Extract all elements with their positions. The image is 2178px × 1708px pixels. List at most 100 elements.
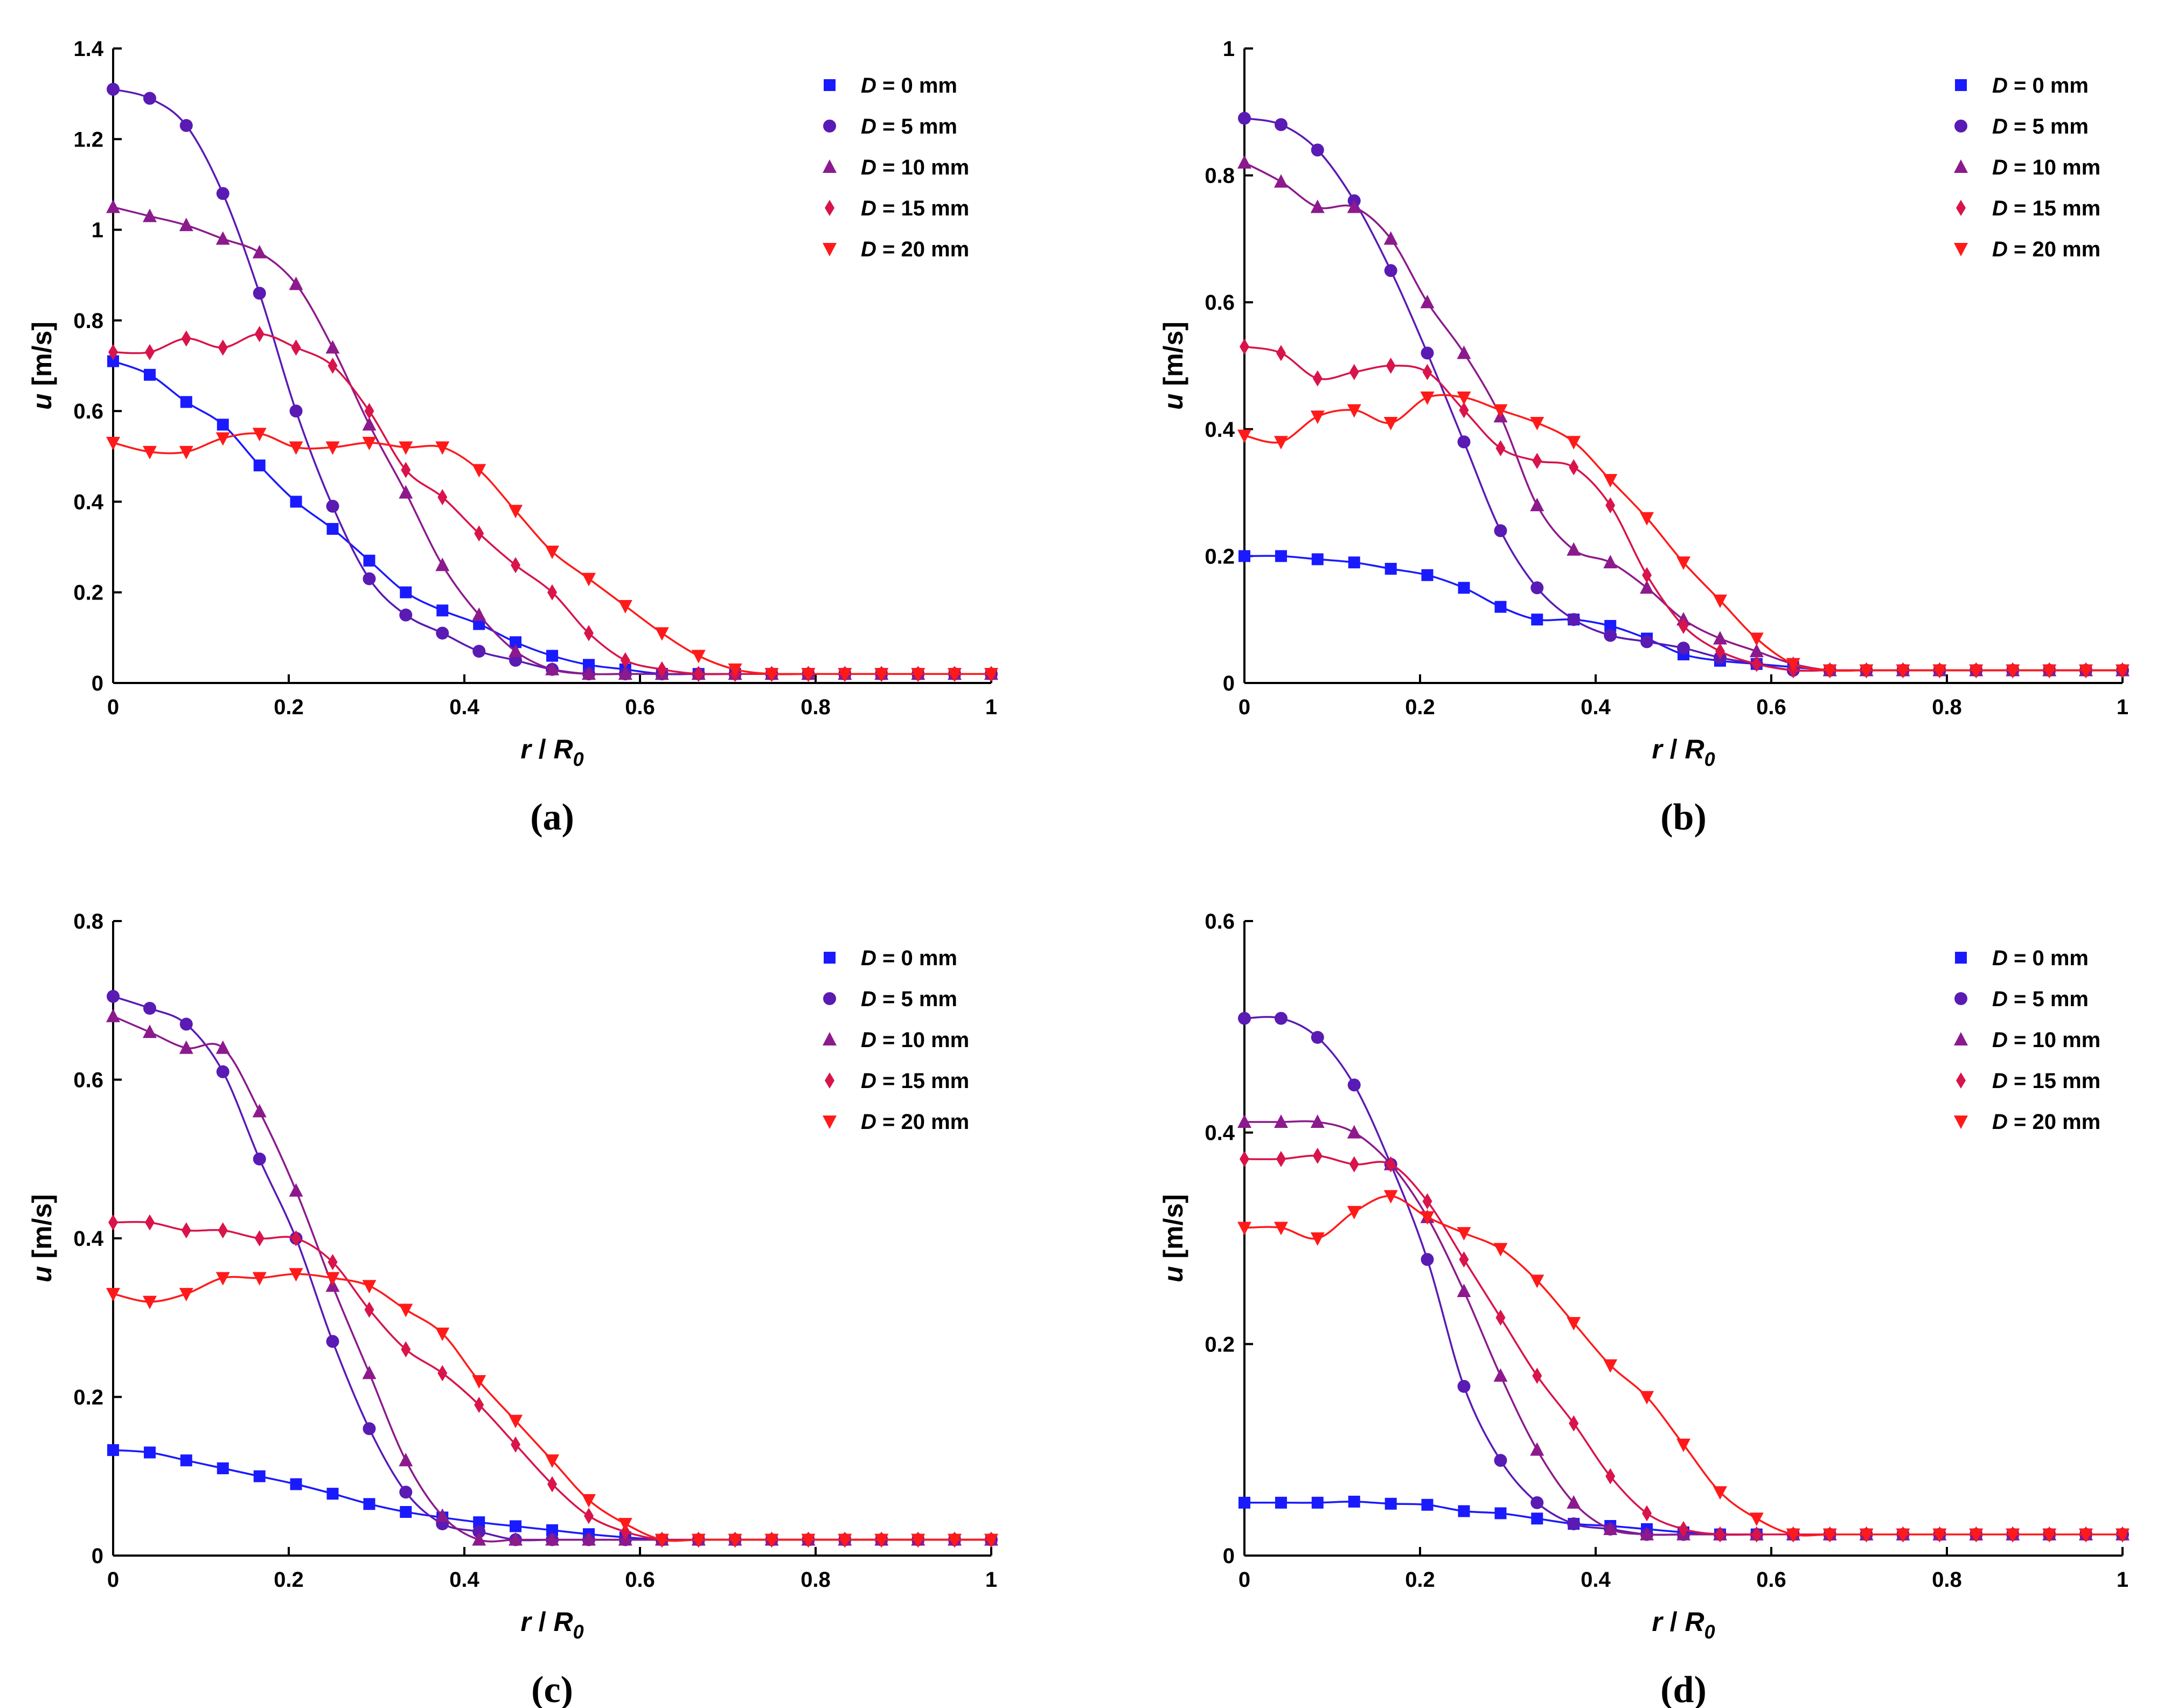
data-point (1603, 1521, 1618, 1535)
legend-label: D = 0 mm (1992, 946, 2089, 970)
data-point (106, 437, 120, 451)
series-15mm (108, 326, 996, 682)
series-line (113, 1273, 991, 1542)
data-point (215, 1040, 230, 1054)
data-point (838, 668, 852, 682)
data-point (545, 1532, 559, 1546)
legend-marker (824, 79, 836, 91)
data-point (142, 445, 157, 459)
y-tick-label: 0.8 (1205, 164, 1235, 188)
data-point (509, 1532, 523, 1546)
data-point (326, 499, 339, 513)
data-point (142, 1295, 157, 1309)
data-point (581, 1532, 596, 1546)
legend-label: D = 15 mm (1992, 1069, 2100, 1093)
data-point (984, 668, 998, 682)
data-point (436, 604, 449, 617)
data-point (435, 1508, 450, 1522)
series-10mm (1237, 1114, 2130, 1540)
legend-label: D = 10 mm (1992, 1028, 2100, 1052)
legend-label: D = 0 mm (861, 74, 957, 97)
data-point (218, 1222, 228, 1239)
series-line (113, 333, 991, 675)
legend-marker (1956, 1072, 1966, 1089)
data-point (1896, 664, 1910, 678)
data-point (545, 1454, 559, 1468)
series-line (113, 360, 991, 675)
data-point (1713, 594, 1727, 608)
data-point (838, 1533, 852, 1547)
data-point (1457, 435, 1471, 449)
data-point (1457, 1227, 1471, 1241)
x-tick-label: 1 (2117, 695, 2128, 719)
x-tick-label: 0.4 (1581, 1568, 1611, 1592)
data-point (1749, 632, 1764, 646)
data-point (510, 1520, 522, 1532)
data-point (948, 668, 962, 682)
data-point (1676, 556, 1690, 570)
x-tick-label: 0.2 (274, 695, 304, 719)
legend-marker (1954, 1032, 1968, 1045)
data-point (1530, 1442, 1544, 1456)
data-point (399, 441, 413, 455)
legend-label: D = 10 mm (861, 1028, 969, 1052)
legend: D = 0 mm D = 5 mm D = 10 mm D = 15 mm D = 20… (1954, 74, 2100, 261)
y-tick-label: 1.4 (73, 37, 103, 61)
y-tick-label: 0.2 (1205, 1333, 1235, 1356)
series-20mm (1237, 391, 2130, 678)
series-20mm (1237, 1190, 2130, 1542)
data-point (472, 1375, 486, 1389)
data-point (691, 1533, 706, 1547)
legend: D = 0 mm D = 5 mm D = 10 mm D = 15 mm D = 20… (823, 946, 969, 1134)
data-point (289, 276, 303, 290)
data-point (1494, 524, 1507, 538)
data-point (143, 92, 156, 105)
data-point (1567, 1317, 1581, 1331)
data-point (948, 1533, 962, 1547)
data-point (764, 668, 779, 682)
data-point (401, 1341, 411, 1358)
data-point (1531, 1512, 1543, 1525)
data-point (1420, 391, 1435, 405)
x-tick-label: 0.4 (449, 1568, 479, 1592)
data-point (325, 340, 340, 354)
data-point (181, 1222, 191, 1239)
legend: D = 0 mm D = 5 mm D = 10 mm D = 15 mm D = 20… (823, 74, 969, 261)
data-point (1569, 1415, 1579, 1432)
data-point (1679, 617, 1688, 634)
series-10mm (106, 199, 998, 680)
x-tick-label: 0.6 (1756, 1568, 1786, 1592)
data-point (400, 586, 412, 598)
data-point (437, 489, 448, 506)
legend-label: D = 15 mm (1992, 197, 2100, 220)
data-point (1677, 642, 1690, 655)
data-point (218, 339, 228, 356)
y-tick-label: 0.4 (1205, 418, 1235, 442)
data-point (252, 245, 267, 259)
data-point (1347, 1078, 1361, 1092)
data-point (474, 1397, 484, 1413)
data-point (984, 1533, 998, 1547)
data-point (1237, 1114, 1251, 1128)
data-point (144, 1214, 155, 1231)
data-point (1605, 1468, 1616, 1484)
chart-panel-d: 0 0.2 0.4 0.6 0.8 1 0 0.2 0.4 0.6 u [m/s] r / R0 (d)… (1158, 910, 2130, 1708)
legend-marker (825, 1072, 834, 1089)
data-point (801, 1533, 816, 1547)
series-line (1244, 1195, 2123, 1537)
data-point (1493, 1368, 1508, 1382)
x-tick-label: 0.8 (801, 1568, 831, 1592)
data-point (1457, 1379, 1471, 1393)
data-point (1532, 452, 1542, 469)
data-point (581, 666, 596, 680)
legend-label: D = 0 mm (1992, 74, 2089, 97)
y-tick-label: 0.4 (73, 490, 103, 514)
data-point (2079, 1528, 2093, 1542)
data-point (179, 1017, 193, 1031)
data-point (1420, 1211, 1435, 1225)
legend-marker (824, 952, 836, 964)
data-point (618, 1518, 632, 1532)
data-point (143, 368, 156, 381)
data-point (509, 1414, 523, 1428)
chart-panel-b: 0 0.2 0.4 0.6 0.8 1 0 0.2 0.4 0.6 0.8 1 u [m/s] r / R… (1158, 37, 2130, 838)
